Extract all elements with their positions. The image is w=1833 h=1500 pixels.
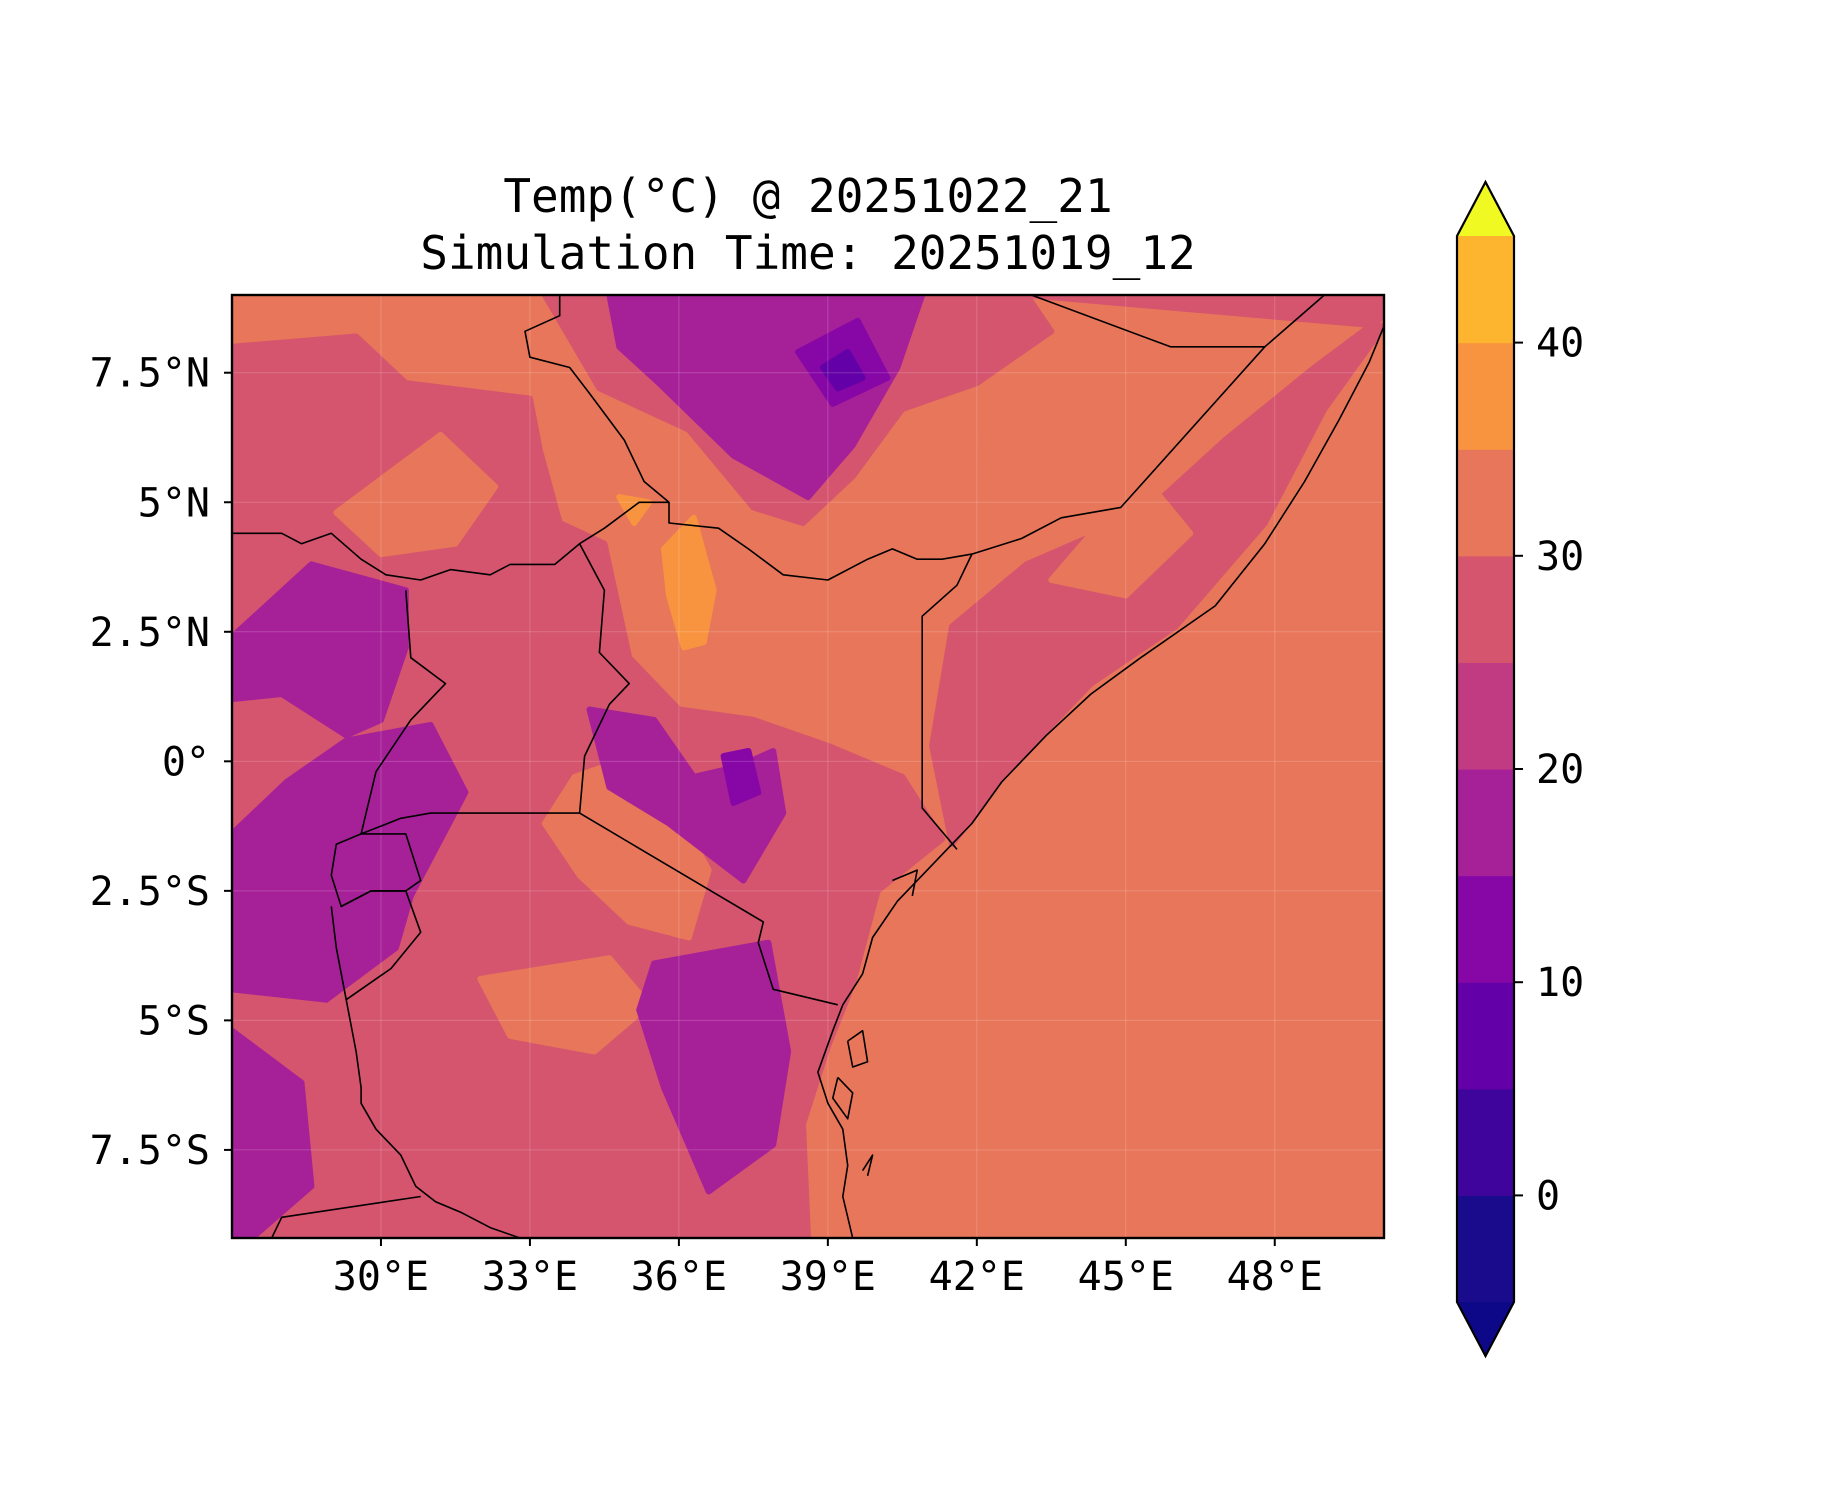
border-line	[524, 295, 1325, 581]
colorbar-segment	[1457, 449, 1514, 557]
x-tick-label: 36°E	[631, 1254, 727, 1300]
colorbar-tick-label: 40	[1536, 321, 1584, 367]
contour-region-15	[586, 706, 787, 884]
colorbar-segment	[1457, 1088, 1514, 1196]
x-tick-label: 48°E	[1227, 1254, 1323, 1300]
map-plot-area	[232, 295, 1384, 1238]
contour-region-25	[958, 385, 1229, 490]
y-tick-label: 5°N	[138, 480, 210, 526]
border-line	[360, 812, 580, 835]
colorbar-segment	[1457, 769, 1514, 877]
chart-title-line-1: Temp(°C) @ 20251022_21	[503, 169, 1112, 223]
border-line	[1031, 295, 1265, 348]
contour-region-25	[1048, 494, 1194, 599]
contour-region-30	[661, 514, 717, 651]
contour-region-25	[333, 431, 499, 558]
colorbar-segment	[1457, 662, 1514, 770]
contour-region-10	[720, 748, 762, 806]
border-line	[921, 553, 973, 850]
map-axes: 30°E 33°E 36°E 39°E 42°E 45°E 48°E 7.5°N 5°N 2.5°…	[90, 293, 1386, 1300]
contour-region-30	[616, 494, 653, 526]
contour-region-20	[929, 295, 1384, 848]
colorbar-tick-label: 20	[1536, 747, 1584, 793]
border-line	[232, 501, 669, 581]
x-tick-label: 39°E	[780, 1254, 876, 1300]
x-tick-label: 45°E	[1078, 1254, 1174, 1300]
border-line	[846, 1029, 869, 1068]
y-tick-label: 7.5°S	[90, 1128, 210, 1174]
border-line	[831, 1076, 854, 1120]
border-line	[578, 543, 631, 814]
contour-region-15	[232, 722, 469, 1003]
colorbar-outline	[1455, 179, 1516, 1359]
chart-title-line-2: Simulation Time: 20251019_12	[420, 226, 1195, 280]
colorbar-segment	[1457, 1195, 1514, 1303]
x-tick-label: 33°E	[482, 1254, 578, 1300]
contour-region-15	[232, 1027, 315, 1238]
y-tick-label: 5°S	[138, 998, 210, 1044]
map-field	[232, 295, 1384, 1238]
border-line	[345, 999, 521, 1238]
colorbar-segment	[1457, 236, 1514, 344]
y-tick-label: 0°	[162, 739, 210, 785]
border-line	[861, 1154, 874, 1176]
x-tick-label: 42°E	[929, 1254, 1025, 1300]
colorbar-segment	[1457, 875, 1514, 983]
contour-region-5	[819, 349, 866, 392]
plot-frame	[230, 293, 1386, 1240]
colorbar-segment	[1457, 342, 1514, 450]
y-tick-label: 2.5°N	[90, 610, 210, 656]
colorbar-tick-label: 0	[1536, 1173, 1560, 1219]
contour-region-15	[232, 561, 409, 739]
border-line	[360, 590, 447, 835]
border-line	[270, 1195, 421, 1238]
colorbar-extend-max	[1457, 182, 1514, 236]
colorbar-segment	[1457, 982, 1514, 1090]
border-line	[817, 325, 1384, 1238]
contour-region-25	[477, 955, 653, 1055]
y-tick-label: 7.5°N	[90, 351, 210, 397]
colorbar: 0 10 20 30 40	[1455, 179, 1584, 1359]
colorbar-tick-label: 30	[1536, 534, 1584, 580]
colorbar-extend-min	[1457, 1302, 1514, 1356]
colorbar-segment	[1457, 555, 1514, 663]
border-line	[330, 890, 422, 1001]
colorbar-tick-label: 10	[1536, 960, 1584, 1006]
y-tick-label: 2.5°S	[90, 869, 210, 915]
border-line	[892, 869, 919, 897]
contour-region-15	[636, 939, 792, 1195]
border-line	[579, 812, 838, 1006]
x-tick-label: 30°E	[333, 1254, 429, 1300]
